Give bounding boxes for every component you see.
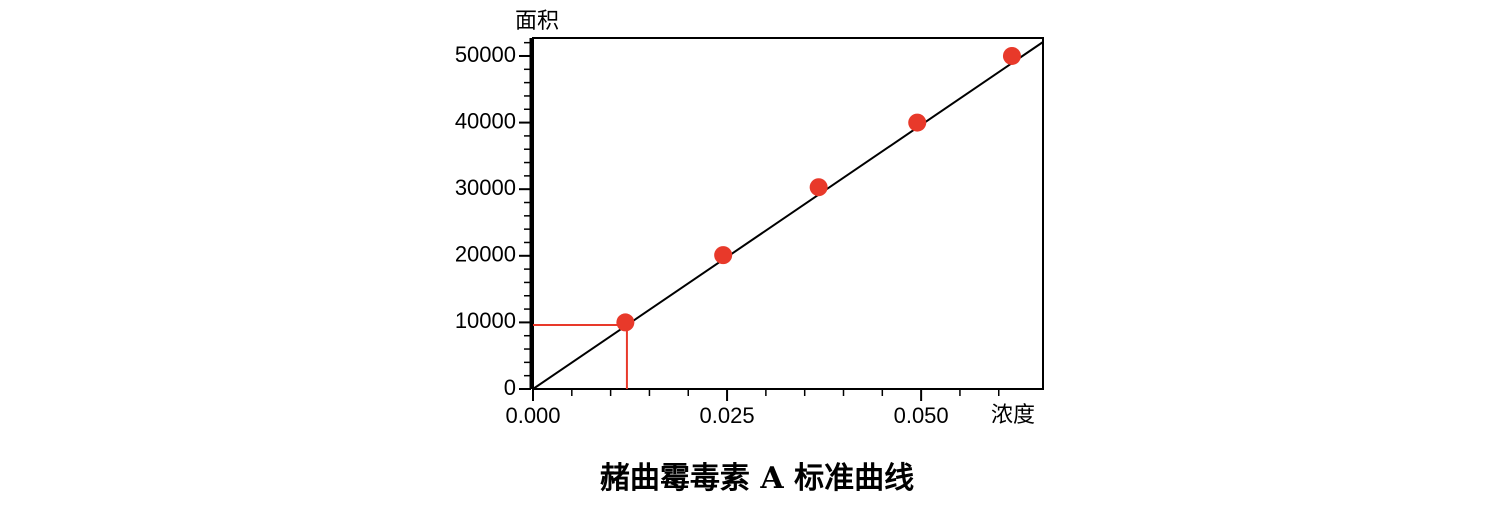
x-tick-label: 0.000 [505,403,560,428]
y-tick-label: 30000 [455,175,516,200]
x-tick-label: 0.050 [894,403,949,428]
y-axis-label: 面积 [515,9,559,34]
y-tick-label: 10000 [455,308,516,333]
y-tick-label: 20000 [455,242,516,267]
plot-frame [532,37,1044,390]
data-point [908,113,927,132]
x-axis-label: 浓度 [991,403,1035,428]
y-tick-label: 50000 [455,42,516,67]
data-point [1002,46,1021,65]
x-tick-label: 0.025 [700,403,755,428]
fit-line [532,41,1044,390]
y-tick-label: 40000 [455,108,516,133]
data-point [714,246,733,265]
chart-title: 赭曲霉毒素 A 标准曲线 [600,461,914,496]
data-point [616,313,635,332]
data-point [809,178,828,197]
y-tick-label: 0 [504,375,516,400]
